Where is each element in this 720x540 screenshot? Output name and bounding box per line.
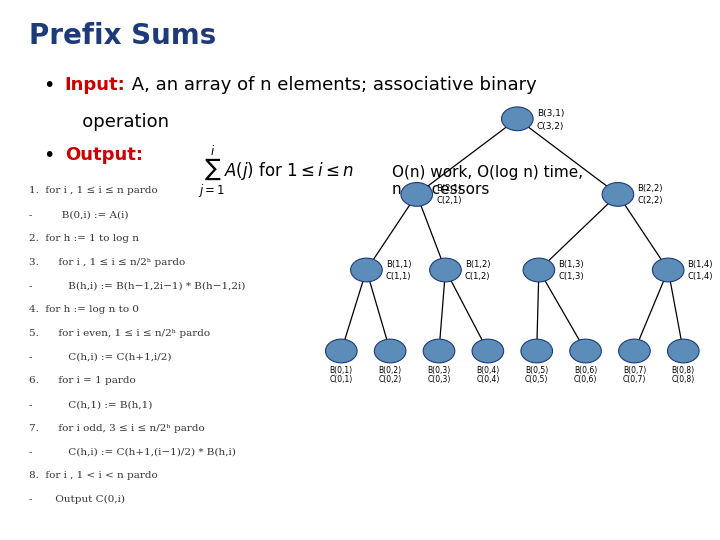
Circle shape (423, 339, 455, 363)
Text: C(1,4): C(1,4) (688, 272, 713, 281)
Text: B(0,5): B(0,5) (525, 366, 549, 375)
Text: B(0,6): B(0,6) (574, 366, 597, 375)
Circle shape (351, 258, 382, 282)
Text: •: • (43, 146, 55, 165)
Text: -           C(h,1) := B(h,1): - C(h,1) := B(h,1) (29, 400, 152, 409)
Text: C(0,3): C(0,3) (427, 375, 451, 384)
Text: C(0,5): C(0,5) (525, 375, 549, 384)
Text: C(1,2): C(1,2) (465, 272, 490, 281)
Circle shape (618, 339, 650, 363)
Text: A, an array of n elements; associative binary: A, an array of n elements; associative b… (126, 76, 536, 93)
Text: 3.      for i , 1 ≤ i ≤ n/2ʰ pardo: 3. for i , 1 ≤ i ≤ n/2ʰ pardo (29, 258, 185, 267)
Text: 1.  for i , 1 ≤ i ≤ n pardo: 1. for i , 1 ≤ i ≤ n pardo (29, 186, 158, 195)
Text: B(0,3): B(0,3) (428, 366, 451, 375)
Text: 2.  for h := 1 to log n: 2. for h := 1 to log n (29, 234, 139, 243)
Circle shape (521, 339, 552, 363)
Circle shape (430, 258, 462, 282)
Text: B(0,2): B(0,2) (379, 366, 402, 375)
Text: B(0,8): B(0,8) (672, 366, 695, 375)
Text: -           C(h,i) := C(h+1,i/2): - C(h,i) := C(h+1,i/2) (29, 353, 171, 362)
Text: C(2,1): C(2,1) (436, 197, 462, 205)
Text: 6.      for i = 1 pardo: 6. for i = 1 pardo (29, 376, 135, 386)
Text: Output:: Output: (65, 146, 143, 164)
Text: B(2,2): B(2,2) (637, 185, 663, 193)
Text: O(n) work, O(log n) time,
n processors: O(n) work, O(log n) time, n processors (392, 165, 582, 197)
Circle shape (523, 258, 554, 282)
Text: B(1,4): B(1,4) (688, 260, 713, 269)
Text: C(0,1): C(0,1) (330, 375, 353, 384)
Circle shape (602, 183, 634, 206)
Text: C(0,6): C(0,6) (574, 375, 598, 384)
Text: B(2,1): B(2,1) (436, 185, 462, 193)
Text: B(1,3): B(1,3) (558, 260, 584, 269)
Text: B(1,1): B(1,1) (386, 260, 411, 269)
Circle shape (502, 107, 533, 131)
Text: B(0,1): B(0,1) (330, 366, 353, 375)
Text: B(1,2): B(1,2) (465, 260, 490, 269)
Text: -           C(h,i) := C(h+1,(i−1)/2) * B(h,i): - C(h,i) := C(h+1,(i−1)/2) * B(h,i) (29, 448, 235, 457)
Circle shape (667, 339, 699, 363)
Text: $\sum_{j=1}^{i} A(j)\ \mathrm{for}\ 1 \leq i \leq n$: $\sum_{j=1}^{i} A(j)\ \mathrm{for}\ 1 \l… (197, 143, 354, 200)
Text: C(0,7): C(0,7) (623, 375, 646, 384)
Text: Prefix Sums: Prefix Sums (29, 22, 216, 50)
Text: B(0,7): B(0,7) (623, 366, 646, 375)
Text: C(0,8): C(0,8) (672, 375, 695, 384)
Text: B(3,1): B(3,1) (536, 109, 564, 118)
Text: C(3,2): C(3,2) (536, 123, 564, 131)
Text: 5.      for i even, 1 ≤ i ≤ n/2ʰ pardo: 5. for i even, 1 ≤ i ≤ n/2ʰ pardo (29, 329, 210, 338)
Circle shape (325, 339, 357, 363)
Text: B(0,4): B(0,4) (476, 366, 500, 375)
Text: C(1,1): C(1,1) (386, 272, 411, 281)
Text: -       Output C(0,i): - Output C(0,i) (29, 495, 125, 504)
Text: -           B(h,i) := B(h−1,2i−1) * B(h−1,2i): - B(h,i) := B(h−1,2i−1) * B(h−1,2i) (29, 281, 245, 291)
Text: 7.      for i odd, 3 ≤ i ≤ n/2ʰ pardo: 7. for i odd, 3 ≤ i ≤ n/2ʰ pardo (29, 424, 204, 433)
Text: -         B(0,i) := A(i): - B(0,i) := A(i) (29, 210, 128, 219)
Text: C(0,2): C(0,2) (379, 375, 402, 384)
Text: C(2,2): C(2,2) (637, 197, 663, 205)
Circle shape (652, 258, 684, 282)
Circle shape (472, 339, 504, 363)
Circle shape (374, 339, 406, 363)
Text: 8.  for i , 1 < i < n pardo: 8. for i , 1 < i < n pardo (29, 471, 158, 481)
Circle shape (570, 339, 601, 363)
Text: •: • (43, 76, 55, 94)
Text: operation: operation (65, 113, 168, 131)
Text: C(0,4): C(0,4) (476, 375, 500, 384)
Text: C(1,3): C(1,3) (558, 272, 584, 281)
Text: 4.  for h := log n to 0: 4. for h := log n to 0 (29, 305, 139, 314)
Circle shape (401, 183, 433, 206)
Text: Input:: Input: (65, 76, 125, 93)
